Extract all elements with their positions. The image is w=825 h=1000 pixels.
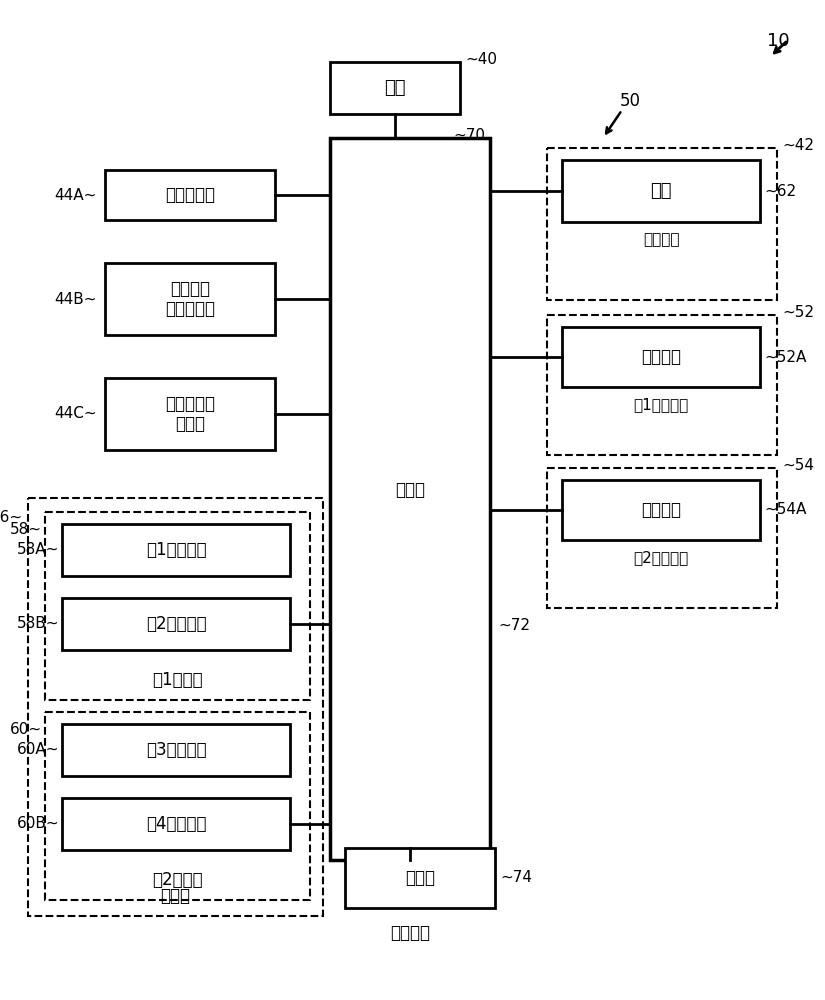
Text: 第1操作部: 第1操作部 xyxy=(152,671,203,689)
Text: ~52: ~52 xyxy=(782,305,814,320)
Bar xyxy=(105,263,275,335)
Bar xyxy=(105,378,275,450)
Text: ~52A: ~52A xyxy=(764,350,806,364)
Text: 第1变速装置: 第1变速装置 xyxy=(634,397,689,412)
Bar xyxy=(330,62,460,114)
Text: 人力驱动力
检测部: 人力驱动力 检测部 xyxy=(165,395,215,433)
Text: 驱动单元: 驱动单元 xyxy=(643,232,679,247)
Text: 58~: 58~ xyxy=(10,522,42,537)
Text: ~62: ~62 xyxy=(764,184,796,198)
Text: 车速检测部: 车速检测部 xyxy=(165,186,215,204)
Bar xyxy=(330,138,490,860)
Bar xyxy=(345,848,495,908)
Text: ~54: ~54 xyxy=(782,458,814,473)
Text: ~70: ~70 xyxy=(453,128,485,143)
Text: 曲柄旋转
状态检测部: 曲柄旋转 状态检测部 xyxy=(165,280,215,318)
Bar xyxy=(45,512,310,700)
Text: 第2变速装置: 第2变速装置 xyxy=(634,550,689,566)
Bar xyxy=(562,160,760,222)
Bar xyxy=(105,170,275,220)
Text: ~42: ~42 xyxy=(782,138,814,153)
Text: 60B~: 60B~ xyxy=(16,816,59,832)
Bar xyxy=(562,480,760,540)
Text: 50: 50 xyxy=(620,92,641,110)
Bar xyxy=(547,468,777,608)
Bar xyxy=(547,315,777,455)
Text: 44B~: 44B~ xyxy=(54,292,97,306)
Bar xyxy=(28,498,323,916)
Text: 44C~: 44C~ xyxy=(54,406,97,422)
Text: ~40: ~40 xyxy=(465,52,497,67)
Text: 44A~: 44A~ xyxy=(54,188,97,202)
Text: 后拨链器: 后拨链器 xyxy=(641,501,681,519)
Text: ~74: ~74 xyxy=(500,870,532,886)
Bar xyxy=(62,798,290,850)
Text: 60A~: 60A~ xyxy=(16,742,59,758)
Text: 前拨链器: 前拨链器 xyxy=(641,348,681,366)
Text: 58A~: 58A~ xyxy=(16,542,59,558)
Bar xyxy=(62,598,290,650)
Text: 第3操作部件: 第3操作部件 xyxy=(146,741,206,759)
Text: 马达: 马达 xyxy=(650,182,672,200)
Bar xyxy=(45,712,310,900)
Text: 56~: 56~ xyxy=(0,510,23,525)
Text: 控制装置: 控制装置 xyxy=(390,924,430,942)
Text: 第4操作部件: 第4操作部件 xyxy=(146,815,206,833)
Text: 60~: 60~ xyxy=(10,722,42,737)
Text: ~54A: ~54A xyxy=(764,502,806,518)
Text: 第1操作部件: 第1操作部件 xyxy=(146,541,206,559)
Text: 储存部: 储存部 xyxy=(405,869,435,887)
Text: 控制部: 控制部 xyxy=(395,481,425,499)
Bar xyxy=(62,524,290,576)
Text: ~72: ~72 xyxy=(498,617,530,633)
Text: 10: 10 xyxy=(767,32,790,50)
Bar xyxy=(562,327,760,387)
Text: 第2操作部件: 第2操作部件 xyxy=(146,615,206,633)
Text: 58B~: 58B~ xyxy=(16,616,59,632)
Bar xyxy=(547,148,777,300)
Text: 第2操作部: 第2操作部 xyxy=(152,871,203,889)
Bar xyxy=(62,724,290,776)
Text: 操作部: 操作部 xyxy=(161,887,191,905)
Text: 电池: 电池 xyxy=(384,79,406,97)
